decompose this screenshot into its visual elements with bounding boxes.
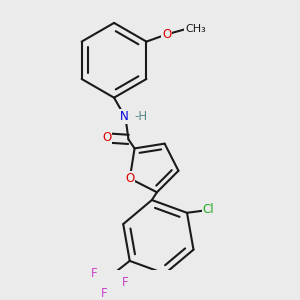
Text: CH₃: CH₃ [185, 24, 206, 34]
Text: F: F [91, 267, 97, 280]
Text: F: F [122, 276, 129, 289]
Text: O: O [162, 28, 171, 41]
Text: O: O [102, 131, 112, 144]
Text: O: O [125, 172, 134, 185]
Text: -H: -H [135, 110, 148, 123]
Text: N: N [120, 110, 128, 123]
Text: F: F [100, 287, 107, 300]
Text: Cl: Cl [203, 203, 214, 216]
